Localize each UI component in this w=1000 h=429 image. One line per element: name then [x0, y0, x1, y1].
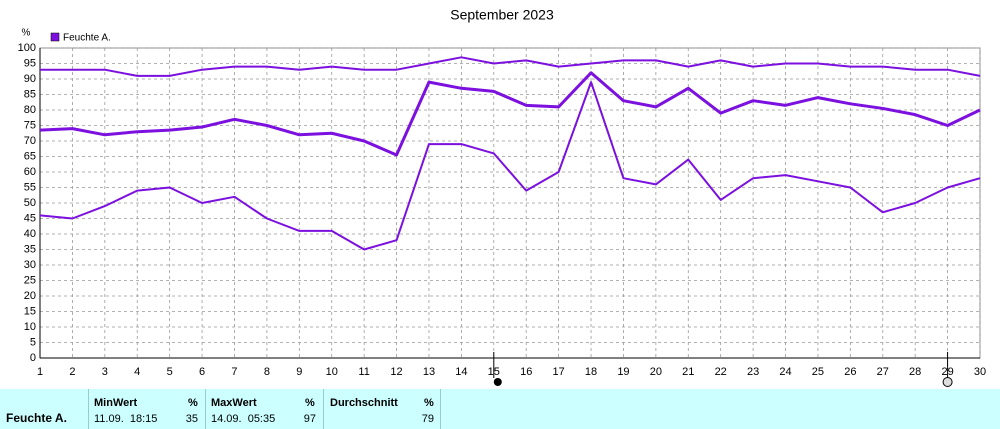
chart: September 2023 % Feuchte A. 051015202530…	[18, 7, 986, 387]
y-tick-label: 70	[24, 135, 36, 147]
y-tick-label: 95	[24, 57, 36, 69]
x-tick-label: 16	[520, 366, 532, 378]
col-title: MaxWert	[211, 397, 257, 409]
y-tick-label: 80	[24, 104, 36, 116]
x-tick-label: 27	[877, 366, 889, 378]
x-tick-label: 12	[390, 366, 402, 378]
x-tick-label: 18	[585, 366, 597, 378]
summary-table: Feuchte A. MinWert % 11.09. 18:15 35 Max…	[0, 389, 1000, 429]
y-tick-label: 40	[24, 228, 36, 240]
x-tick-label: 13	[423, 366, 435, 378]
x-tick-label: 14	[455, 366, 467, 378]
y-tick-label: 30	[24, 259, 36, 271]
x-tick-label: 1	[37, 366, 43, 378]
x-tick-label: 2	[69, 366, 75, 378]
col-time: 14.09. 05:35	[211, 413, 276, 425]
separator	[323, 389, 324, 429]
col-value: 97	[303, 413, 316, 425]
separator	[88, 389, 89, 429]
x-tick-label: 22	[715, 366, 727, 378]
x-tick-label: 19	[617, 366, 629, 378]
y-tick-label: 0	[30, 352, 36, 364]
col-unit: %	[305, 397, 315, 409]
y-tick-label: 35	[24, 243, 36, 255]
x-tick-label: 28	[909, 366, 921, 378]
x-tick-label: 26	[844, 366, 856, 378]
x-tick-label: 21	[682, 366, 694, 378]
separator	[205, 389, 206, 429]
y-tick-label: 5	[30, 336, 36, 348]
marker-today	[493, 378, 502, 386]
x-tick-label: 30	[974, 366, 986, 378]
x-tick-label: 10	[326, 366, 338, 378]
x-tick-label: 7	[231, 366, 237, 378]
x-tick-label: 5	[167, 366, 173, 378]
y-tick-label: 65	[24, 150, 36, 162]
col-time: 11.09. 18:15	[94, 413, 158, 425]
y-tick-label: 50	[24, 197, 36, 209]
data-line	[39, 71, 981, 157]
x-tick-label: 9	[296, 366, 302, 378]
data-line	[40, 56, 981, 77]
separator	[440, 389, 441, 429]
col-value: 35	[185, 413, 198, 425]
col-unit: %	[188, 397, 198, 409]
x-tick-label: 23	[747, 366, 759, 378]
y-tick-label: 100	[18, 42, 36, 54]
legend-label: Feuchte A.	[63, 33, 111, 44]
y-tick-label: 75	[24, 119, 36, 131]
marker-open	[942, 377, 953, 387]
col-unit: %	[424, 397, 434, 409]
row-label: Feuchte A.	[6, 411, 67, 425]
chart-title: September 2023	[450, 7, 554, 23]
y-tick-label: 15	[24, 305, 36, 317]
y-tick-label: 10	[24, 321, 36, 333]
y-tick-label: 90	[24, 73, 36, 85]
data-line	[39, 81, 981, 251]
y-tick-label: 85	[24, 88, 36, 100]
x-tick-label: 8	[264, 366, 270, 378]
col-title: MinWert	[94, 397, 138, 409]
col-title: Durchschnitt	[330, 397, 398, 409]
y-tick-label: 60	[24, 166, 36, 178]
x-tick-label: 25	[812, 366, 824, 378]
x-tick-label: 11	[358, 366, 369, 378]
y-tick-label: 20	[24, 290, 36, 302]
x-tick-label: 4	[134, 366, 140, 378]
x-tick-label: 24	[779, 366, 791, 378]
y-axis-label: %	[22, 28, 31, 39]
y-tick-label: 45	[24, 212, 36, 224]
x-tick-label: 6	[199, 366, 205, 378]
legend-swatch	[50, 32, 60, 42]
y-tick-label: 25	[24, 274, 36, 286]
col-value: 79	[421, 413, 434, 425]
x-tick-label: 17	[552, 366, 564, 378]
x-tick-label: 20	[650, 366, 662, 378]
y-tick-label: 55	[24, 181, 36, 193]
x-tick-label: 3	[102, 366, 108, 378]
